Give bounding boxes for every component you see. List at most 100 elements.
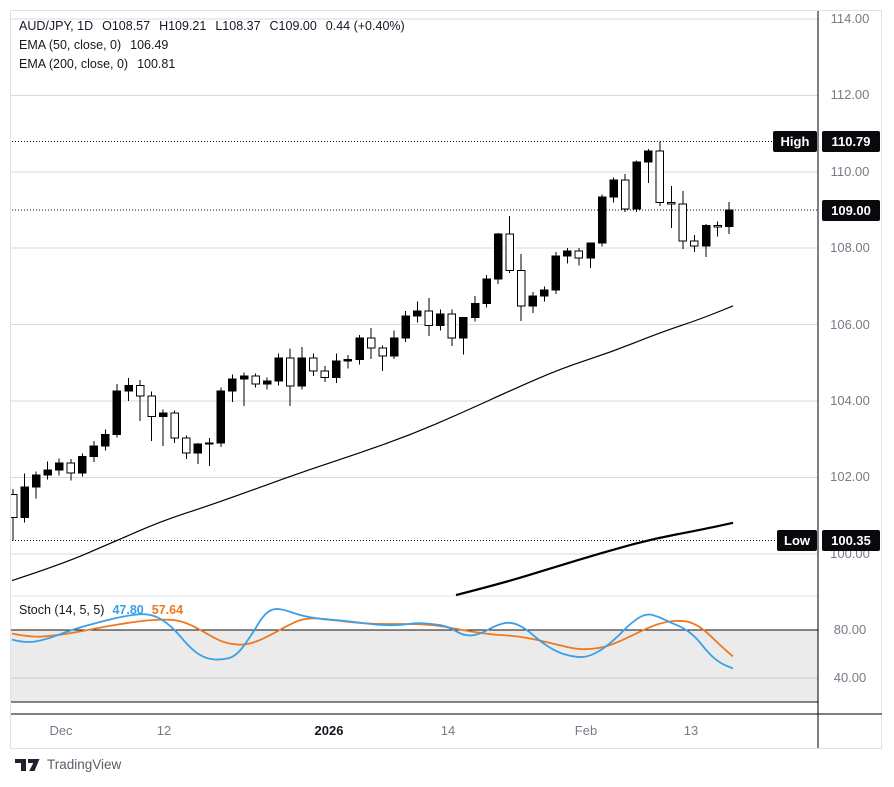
candle-body-down	[516, 270, 526, 307]
symbol-title[interactable]: AUD/JPY, 1D	[19, 19, 94, 33]
ema50-label: EMA (50, close, 0)	[19, 38, 122, 52]
candle-body-up	[43, 469, 52, 476]
high-label-badge: High	[773, 131, 817, 153]
low-price-badge: 100.35	[822, 529, 880, 551]
candle-body-up	[632, 161, 641, 210]
candle-body-down	[667, 202, 676, 205]
candle-body-up	[124, 385, 133, 392]
indicator-row-ema200[interactable]: EMA (200, close, 0) 100.81	[19, 55, 405, 74]
candle-body-down	[251, 375, 260, 385]
time-axis-label-13: 13	[683, 723, 699, 738]
price-axis-label: 110.00	[830, 163, 870, 179]
price-axis-label: 104.00	[830, 393, 870, 408]
candle-body-up	[563, 250, 572, 257]
last-price-badge: 109.00	[822, 199, 880, 221]
candle-body-down	[620, 179, 630, 210]
candle-body-up	[31, 474, 41, 488]
candle-body-up	[436, 313, 445, 327]
candle-body-up	[701, 224, 711, 247]
time-axis-label-feb: Feb	[574, 723, 598, 738]
stoch-k-value: 47.80	[112, 603, 144, 617]
candle-body-up	[609, 179, 618, 198]
candle-body-up	[482, 278, 491, 305]
candle-body-down	[505, 233, 514, 272]
candle-body-down	[66, 462, 75, 474]
candle-body-up	[597, 196, 607, 244]
candle-body-up	[332, 360, 341, 378]
stoch-band	[11, 630, 818, 702]
candle-body-up	[528, 295, 537, 307]
stoch-legend[interactable]: Stoch (14, 5, 5) 47.80 57.64	[19, 603, 183, 617]
time-axis-label-12: 12	[156, 723, 172, 738]
symbol-row[interactable]: AUD/JPY, 1D O108.57 H109.21 L108.37 C109.00 0…	[19, 17, 405, 36]
candle-body-down	[574, 250, 584, 259]
chart-widget: AUD/JPY, 1D O108.57 H109.21 L108.37 C109.00 0…	[10, 10, 882, 749]
candle-body-up	[297, 357, 306, 387]
candle-body-up	[470, 303, 480, 319]
candle-body-down	[170, 412, 179, 439]
candle-body-up	[158, 412, 168, 417]
candle-body-up	[413, 310, 422, 317]
candle-body-down	[690, 240, 699, 247]
price-axis-label: 112.00	[830, 87, 870, 103]
candle-body-down	[285, 357, 295, 387]
candle-body-down	[309, 357, 318, 372]
price-axis-label: 102.00	[830, 469, 870, 485]
candle-body-up	[78, 455, 87, 474]
time-axis-label-2026: 2026	[314, 723, 344, 738]
candle-body-down	[447, 313, 457, 339]
main-legend: AUD/JPY, 1D O108.57 H109.21 L108.37 C109.00 0…	[19, 17, 405, 74]
price-axis-label: 114.00	[830, 11, 870, 26]
candle-body-up	[551, 255, 561, 291]
candle-body-down	[182, 437, 191, 454]
ohlc-low: L108.37	[215, 19, 261, 33]
candle-body-up	[216, 390, 226, 444]
indicator-row-ema50[interactable]: EMA (50, close, 0) 106.49	[19, 36, 405, 55]
candle-body-up	[355, 337, 364, 361]
ema50-line	[11, 305, 734, 582]
time-axis-label-14: 14	[440, 723, 456, 738]
stoch-axis-label: 80.00	[833, 622, 867, 637]
ohlc-open: O108.57	[102, 19, 151, 33]
chart-canvas[interactable]	[11, 11, 882, 748]
candle-body-up	[228, 378, 237, 392]
ema200-label: EMA (200, close, 0)	[19, 57, 129, 71]
candle-body-up	[724, 209, 734, 227]
candle-body-down	[11, 494, 18, 519]
candle-body-down	[366, 337, 376, 349]
ema200-line	[455, 521, 734, 597]
candle-body-up	[586, 242, 595, 259]
candle-body-up	[493, 233, 503, 280]
candle-body-up	[389, 337, 399, 357]
low-label-badge: Low	[777, 529, 817, 551]
candle-body-up	[101, 434, 110, 447]
candle-body-up	[20, 486, 29, 519]
price-axis-label: 106.00	[830, 316, 870, 332]
candle-body-down	[378, 347, 387, 357]
ema50-value: 106.49	[130, 38, 169, 52]
candle-body-up	[89, 445, 99, 457]
candle-body-down	[135, 385, 145, 397]
candle-body-up	[274, 357, 283, 382]
candle-body-up	[262, 380, 272, 385]
candle-body-down	[713, 224, 722, 228]
candle-body-up	[401, 315, 410, 339]
candle-body-up	[540, 289, 549, 297]
candle-body-up	[239, 375, 249, 380]
stoch-label: Stoch (14, 5, 5)	[19, 603, 105, 617]
price-axis-label: 108.00	[830, 240, 870, 256]
candle-body-up	[343, 359, 353, 362]
stoch-k-line	[11, 608, 734, 670]
tradingview-logo-link[interactable]: TradingView	[15, 757, 121, 772]
candle-body-down	[424, 310, 434, 327]
candle-body-up	[193, 443, 203, 454]
time-axis-label-dec: Dec	[49, 723, 73, 738]
candle-series	[11, 141, 734, 541]
candle-body-down	[147, 395, 156, 417]
ema200-value: 100.81	[137, 57, 176, 71]
candle-body-up	[644, 150, 653, 163]
tradingview-logo-text: TradingView	[47, 757, 122, 772]
stoch-d-value: 57.64	[151, 603, 184, 617]
candle-body-up	[459, 317, 468, 339]
